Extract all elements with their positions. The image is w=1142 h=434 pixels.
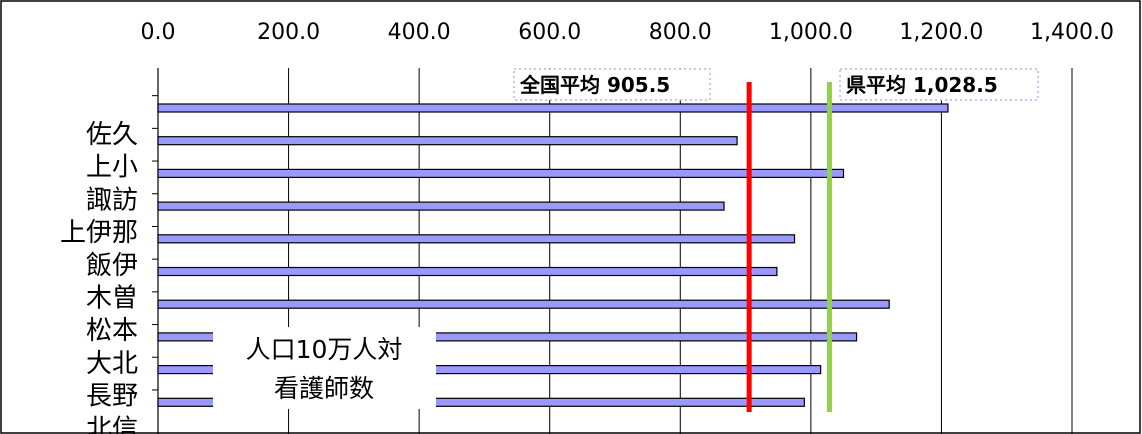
bar xyxy=(157,365,822,375)
reference-label: 県平均 1,028.5 xyxy=(846,73,998,97)
x-tick-label: 200.0 xyxy=(257,20,320,45)
annotation-line-1: 人口10万人対 xyxy=(246,335,403,364)
category-label: 長野 xyxy=(86,382,138,412)
x-tick-label: 1,400.0 xyxy=(1030,20,1114,45)
x-tick-label: 600.0 xyxy=(518,20,581,45)
category-label: 木曽 xyxy=(86,284,138,314)
category-label: 松本 xyxy=(86,316,138,346)
x-axis-tick-labels: 0.0 200.0 400.0 600.0 800.0 1,000.0 1,200.0 1,4… xyxy=(141,20,1114,45)
bar xyxy=(157,397,805,407)
x-tick-label: 1,200.0 xyxy=(899,20,983,45)
category-label: 上伊那 xyxy=(60,218,138,248)
x-tick-label: 1,000.0 xyxy=(769,20,853,45)
category-label: 北信 xyxy=(86,414,138,434)
category-label: 諏訪 xyxy=(86,185,138,215)
x-tick-label: 400.0 xyxy=(388,20,451,45)
x-tick-label: 800.0 xyxy=(649,20,712,45)
bar xyxy=(157,201,725,211)
reference-label-box xyxy=(513,68,711,101)
bars xyxy=(157,103,949,407)
bar xyxy=(157,266,778,277)
reference-lines: 全国平均 905.5 県平均 1,028.5 xyxy=(513,68,1039,412)
category-label: 佐久 xyxy=(86,120,138,150)
bar xyxy=(157,332,858,342)
annotation-box: 人口10万人対 看護師数 xyxy=(213,327,436,409)
x-tick-label: 0.0 xyxy=(141,20,176,45)
bar xyxy=(157,299,890,309)
bar xyxy=(157,168,845,178)
bar xyxy=(157,136,738,146)
annotation-line-2: 看護師数 xyxy=(274,374,374,403)
category-label: 上小 xyxy=(86,153,138,183)
bar xyxy=(157,103,949,113)
reference-label: 全国平均 905.5 xyxy=(519,73,670,97)
reference-label-box xyxy=(839,68,1039,101)
category-label: 大北 xyxy=(86,349,138,379)
bar xyxy=(157,234,796,244)
category-label: 飯伊 xyxy=(86,251,138,281)
